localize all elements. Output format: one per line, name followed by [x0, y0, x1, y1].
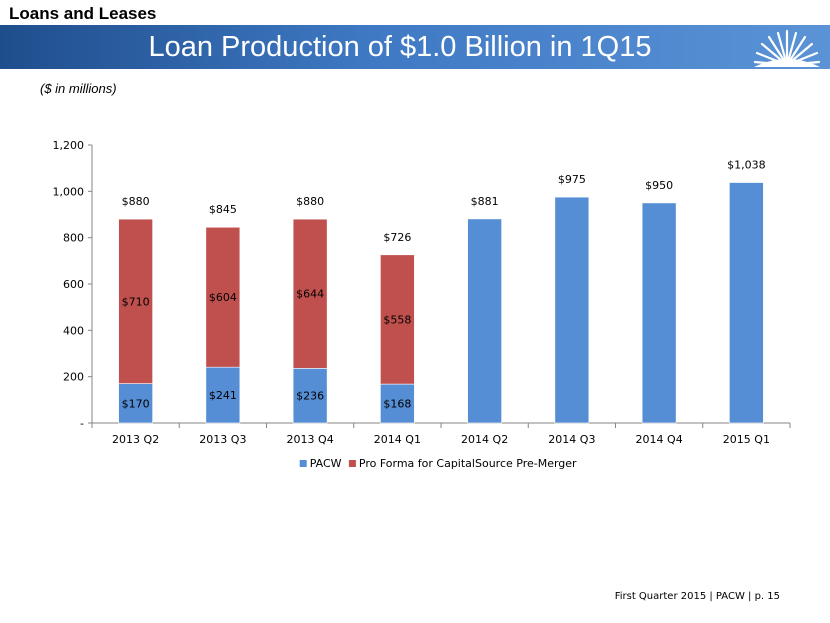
y-tick-label: 1,200	[53, 139, 85, 152]
bar-pro-forma	[205, 226, 241, 368]
legend-swatch	[348, 460, 356, 467]
legend-label: PACW	[310, 457, 342, 470]
segment-data-label: $644	[296, 288, 324, 301]
total-data-label: $975	[558, 173, 586, 186]
y-tick-label: -	[80, 417, 84, 430]
segment-data-label: $170	[122, 397, 150, 410]
bar-pro-forma	[292, 218, 328, 369]
total-data-label: $845	[209, 203, 237, 216]
total-data-label: $881	[471, 195, 499, 208]
total-data-label: $880	[122, 195, 150, 208]
bar-pro-forma	[380, 254, 415, 385]
x-tick-label: 2014 Q2	[461, 433, 508, 446]
segment-data-label: $558	[383, 313, 411, 326]
y-tick-label: 800	[63, 232, 84, 245]
x-tick-label: 2013 Q4	[287, 433, 334, 446]
x-tick-label: 2015 Q1	[723, 433, 770, 446]
sunburst-logo-icon	[753, 29, 821, 67]
bar-pro-forma	[118, 218, 153, 384]
bar-pacw	[118, 383, 153, 424]
segment-data-label: $236	[296, 390, 324, 403]
total-data-label: $950	[645, 179, 673, 192]
total-data-label: $726	[383, 231, 411, 244]
segment-data-label: $604	[209, 291, 237, 304]
title-banner: Loan Production of $1.0 Billion in 1Q15	[0, 25, 830, 69]
segment-data-label: $710	[122, 295, 150, 308]
bar-pacw	[205, 366, 241, 424]
y-tick-label: 400	[63, 324, 84, 337]
legend-label: Pro Forma for CapitalSource Pre-Merger	[359, 457, 577, 470]
bar-pacw	[554, 196, 590, 424]
bar-pacw	[292, 368, 328, 424]
total-data-label: $880	[296, 195, 324, 208]
bar-pacw	[380, 383, 415, 424]
x-tick-label: 2014 Q1	[374, 433, 421, 446]
footer-text: First Quarter 2015 | PACW | p. 15	[614, 591, 780, 602]
segment-data-label: $241	[209, 389, 237, 402]
y-tick-label: 1,000	[53, 185, 85, 198]
loan-production-chart: - 200 400 600 800 1,000 1,200 2013 Q2 2013 Q3 201…	[53, 139, 791, 470]
total-data-label: $1,038	[727, 159, 766, 172]
x-tick-label: 2014 Q3	[548, 433, 595, 446]
bar-pacw	[467, 218, 502, 424]
bar-pacw	[641, 202, 677, 424]
section-title: Loans and Leases	[9, 4, 157, 23]
segment-data-label: $168	[383, 398, 411, 411]
legend-swatch	[299, 460, 307, 467]
banner-title: Loan Production of $1.0 Billion in 1Q15	[148, 31, 652, 63]
units-note: ($ in millions)	[40, 81, 117, 96]
x-tick-label: 2014 Q4	[636, 433, 683, 446]
bar-pacw	[729, 182, 764, 424]
x-tick-label: 2013 Q3	[199, 433, 246, 446]
x-tick-label: 2013 Q2	[112, 433, 159, 446]
y-tick-label: 600	[63, 278, 84, 291]
y-tick-label: 200	[63, 371, 84, 384]
